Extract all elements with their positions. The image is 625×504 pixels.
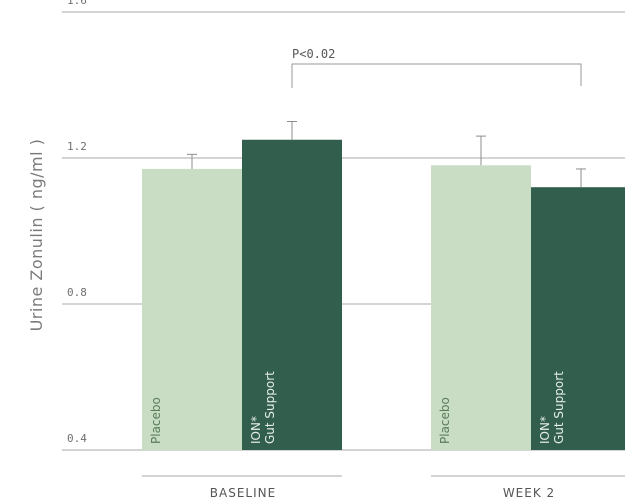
y-axis-ticks: 0.4 0.8 1.2 1.6: [67, 0, 87, 445]
significance-annotation: P<0.02: [291, 47, 582, 88]
bar-label: Placebo: [149, 397, 163, 444]
significance-bracket: [291, 63, 582, 88]
y-tick-label: 0.4: [67, 432, 87, 445]
bars: Placebo ION* Gut Support Placebo ION* Gut Sup…: [142, 121, 625, 451]
x-axis-categories: BASELINE WEEK 2: [142, 475, 625, 500]
bar: [431, 165, 531, 451]
bar-label: ION*: [249, 416, 263, 444]
significance-label: P<0.02: [292, 47, 335, 61]
bar-label: Gut Support: [263, 371, 277, 444]
y-tick-label: 1.6: [67, 0, 87, 7]
bar-label: Gut Support: [552, 371, 566, 444]
y-tick-label: 0.8: [67, 286, 87, 299]
bar: [242, 139, 342, 450]
bar: [531, 187, 625, 450]
category-label: BASELINE: [210, 486, 276, 500]
category-label: WEEK 2: [503, 486, 555, 500]
bar-label: Placebo: [438, 397, 452, 444]
y-tick-label: 1.2: [67, 140, 87, 153]
bar-label: ION*: [538, 416, 552, 444]
y-axis-label: Urine Zonulin ( ng/ml ): [27, 139, 46, 332]
bar: [142, 168, 242, 450]
